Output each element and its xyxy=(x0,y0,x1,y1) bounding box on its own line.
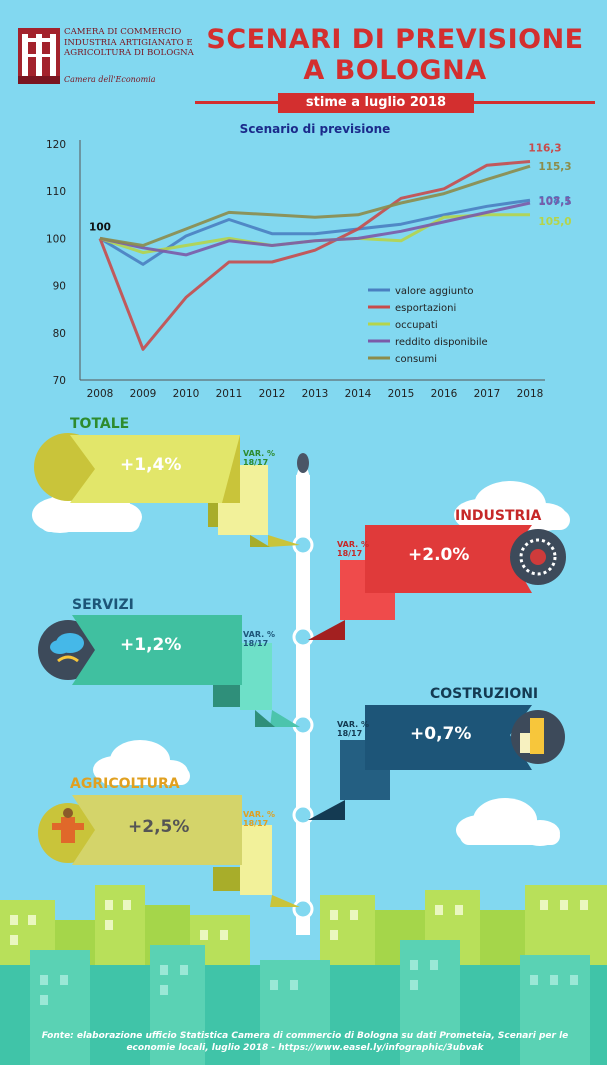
x-tick-label: 2017 xyxy=(474,388,501,400)
source-line-1: Fonte: elaborazione ufficio Statistica C… xyxy=(41,1031,569,1041)
city-skyline-icon xyxy=(0,885,607,1065)
data-label: 105,0 xyxy=(538,216,571,228)
cloud-icon xyxy=(454,481,570,531)
x-tick-label: 2015 xyxy=(388,388,415,400)
x-tick-label: 2008 xyxy=(87,388,114,400)
var-label: VAR. % xyxy=(337,540,369,549)
source-note: Fonte: elaborazione ufficio Statistica C… xyxy=(20,1030,590,1054)
ring-2 xyxy=(292,626,314,648)
totale-banner xyxy=(70,435,240,503)
servizi-var-label: VAR. % 18/17 xyxy=(243,630,275,648)
logo-icon xyxy=(18,28,60,84)
var-label: VAR. % xyxy=(337,720,369,729)
series-line-valore-aggiunto xyxy=(99,198,531,266)
costruzioni-value: +0,7% xyxy=(410,724,472,744)
var-period: 18/17 xyxy=(337,729,363,738)
y-tick-label: 110 xyxy=(46,186,66,198)
series-line-esportazioni xyxy=(98,160,531,351)
industria-banner xyxy=(365,525,532,593)
industria-value: +2.0% xyxy=(408,545,470,565)
legend-entry: valore aggiunto xyxy=(395,286,473,297)
org-subtitle: Camera dell'Economia xyxy=(64,75,156,84)
sector-graphic xyxy=(32,433,570,935)
x-tick-label: 2010 xyxy=(173,388,200,400)
legend-entry: reddito disponibile xyxy=(395,337,488,348)
org-line-2: INDUSTRIA ARTIGIANATO E xyxy=(64,37,193,48)
servizi-banner xyxy=(72,615,242,685)
agricoltura-var-label: VAR. % 18/17 xyxy=(243,810,275,828)
source-line-2: economie locali, luglio 2018 - https://w… xyxy=(126,1043,484,1053)
y-tick-label: 90 xyxy=(53,281,66,293)
costruzioni-banner xyxy=(365,705,532,770)
logo xyxy=(18,28,193,88)
agricoltura-banner xyxy=(72,795,242,865)
legend-entry: consumi xyxy=(395,354,437,365)
totale-value: +1,4% xyxy=(120,455,182,475)
y-tick-label: 80 xyxy=(53,328,66,340)
costruzioni-var-label: VAR. % 18/17 xyxy=(337,720,369,738)
servizi-title: SERVIZI xyxy=(72,597,134,613)
ring-5 xyxy=(292,898,314,920)
agricoltura-value: +2,5% xyxy=(128,817,190,837)
data-label: 108,1 xyxy=(538,195,571,207)
cloud-icon xyxy=(93,740,190,785)
x-tick-label: 2009 xyxy=(130,388,157,400)
var-label: VAR. % xyxy=(243,449,275,458)
servizi-value: +1,2% xyxy=(120,635,182,655)
x-tick-label: 2014 xyxy=(345,388,372,400)
cloud-icon xyxy=(456,798,560,846)
org-name: CAMERA DI COMMERCIO INDUSTRIA ARTIGIANAT… xyxy=(64,27,194,59)
base-label: 100 xyxy=(89,221,111,233)
industria-title: INDUSTRIA xyxy=(455,508,542,524)
x-tick-label: 2013 xyxy=(302,388,329,400)
ring-4 xyxy=(292,804,314,826)
totale-var-label: VAR. % 18/17 xyxy=(243,449,275,467)
data-label: 116,3 xyxy=(528,142,561,154)
var-label: VAR. % xyxy=(243,630,275,639)
pole-cap xyxy=(297,453,309,473)
title-line-2: A BOLOGNA xyxy=(303,55,487,86)
x-tick-label: 2018 xyxy=(517,388,544,400)
org-line-3: AGRICOLTURA DI BOLOGNA xyxy=(64,48,194,58)
series-line-reddito-disponibile xyxy=(99,201,531,257)
y-tick-label: 120 xyxy=(46,139,66,151)
page-title: SCENARI DI PREVISIONE A BOLOGNA xyxy=(195,24,595,86)
costruzioni-title: COSTRUZIONI xyxy=(430,686,539,702)
y-tick-label: 100 xyxy=(46,233,66,245)
title-line-1: SCENARI DI PREVISIONE xyxy=(206,24,584,55)
var-label: VAR. % xyxy=(243,810,275,819)
legend-entry: esportazioni xyxy=(395,303,456,314)
chart-title: Scenario di previsione xyxy=(239,122,391,136)
date-banner: stime a luglio 2018 xyxy=(278,93,474,113)
var-period: 18/17 xyxy=(337,549,363,558)
data-label: 115,3 xyxy=(538,161,571,173)
y-tick-label: 70 xyxy=(53,375,66,387)
line-chart: 70 80 90 100 110 120 2008 2009 2010 2011 2012 2013 2… xyxy=(46,139,572,400)
data-label: 107,5 xyxy=(538,196,571,208)
org-line-1: CAMERA DI COMMERCIO xyxy=(64,27,182,37)
series-line-consumi xyxy=(99,164,531,247)
totale-title: TOTALE xyxy=(70,416,130,432)
industria-var-label: VAR. % 18/17 xyxy=(337,540,369,558)
var-period: 18/17 xyxy=(243,458,269,467)
var-period: 18/17 xyxy=(243,639,269,648)
agricoltura-title: AGRICOLTURA xyxy=(70,776,180,792)
legend-entry: occupati xyxy=(395,320,438,331)
x-tick-label: 2016 xyxy=(431,388,458,400)
x-tick-label: 2012 xyxy=(259,388,286,400)
var-period: 18/17 xyxy=(243,819,269,828)
x-tick-label: 2011 xyxy=(216,388,243,400)
